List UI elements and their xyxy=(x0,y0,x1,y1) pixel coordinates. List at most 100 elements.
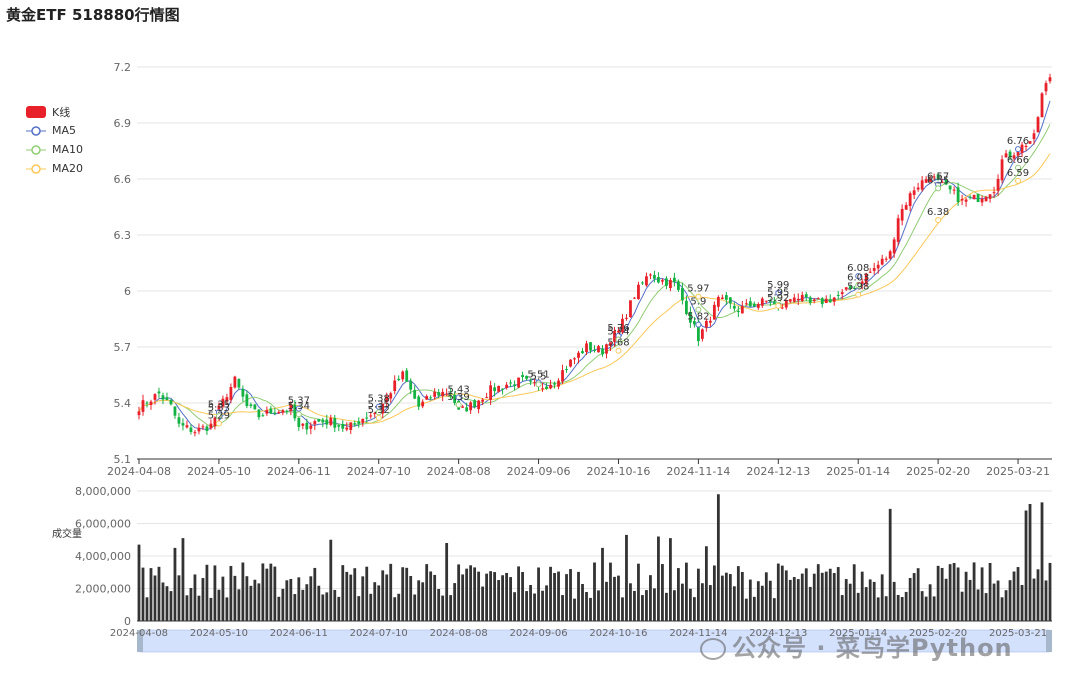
volume-bar xyxy=(816,564,820,621)
candle-body xyxy=(617,330,620,333)
price-grid xyxy=(137,66,1052,460)
ma-marker-label: 6.59 xyxy=(1007,168,1029,179)
volume-bar xyxy=(649,575,652,621)
volume-bar xyxy=(605,581,608,621)
volume-bar xyxy=(561,595,564,621)
volume-bar xyxy=(677,568,680,621)
volume-bar xyxy=(401,567,405,621)
volume-bar xyxy=(924,596,928,621)
candle-body xyxy=(677,281,680,290)
ma-marker-ma5 xyxy=(1015,146,1022,153)
candle-body xyxy=(944,180,948,185)
candle-body xyxy=(605,344,608,354)
ma-marker-label: 5.92 xyxy=(767,293,789,304)
candle-body xyxy=(824,298,828,303)
ma-marker-ma5 xyxy=(375,403,382,410)
candle-body xyxy=(936,174,940,180)
volume-bar xyxy=(696,568,700,621)
volume-bar xyxy=(872,581,876,621)
ma-marker-ma10 xyxy=(375,409,382,416)
slider-handle-left xyxy=(137,630,143,652)
legend-item-ma10[interactable]: MA10 xyxy=(26,140,83,159)
candle-body xyxy=(661,280,664,282)
volume-bar xyxy=(565,574,568,621)
candle-body xyxy=(149,401,153,405)
volume-bar xyxy=(932,596,936,621)
price-tick-label: 6.3 xyxy=(114,229,132,242)
volume-bar xyxy=(249,585,253,621)
volume-bar xyxy=(948,564,952,621)
volume-bar xyxy=(593,562,596,621)
slider-tick-label: 2024-04-08 xyxy=(110,628,168,639)
volume-bar xyxy=(445,543,449,621)
volume-bar xyxy=(545,585,548,621)
legend-label-ma20: MA20 xyxy=(52,162,84,175)
legend-item-ma20[interactable]: MA20 xyxy=(26,159,83,178)
volume-bar xyxy=(868,579,872,621)
legend-item-kline[interactable]: K线 xyxy=(26,102,83,121)
candle-body xyxy=(525,375,528,379)
candle-body xyxy=(888,251,892,259)
volume-bar xyxy=(984,593,988,621)
candle-body xyxy=(409,381,413,390)
volume-bar xyxy=(333,589,337,621)
volume-bar xyxy=(489,571,493,621)
candle-body xyxy=(784,300,788,308)
volume-bar xyxy=(529,585,532,621)
volume-bar xyxy=(433,574,437,621)
ma-marker-ma5 xyxy=(695,321,702,328)
volume-bar xyxy=(780,565,784,621)
candle-body xyxy=(700,329,704,339)
volume-bar xyxy=(864,587,868,621)
volume-bar xyxy=(453,583,457,621)
candle-body xyxy=(229,387,233,400)
volume-bar xyxy=(1020,584,1024,621)
volume-bar xyxy=(601,547,604,621)
volume-bar xyxy=(337,596,341,621)
ma-marker-label: 5.43 xyxy=(448,384,470,395)
candle-body xyxy=(313,421,317,425)
candle-body xyxy=(928,179,932,182)
volume-bar xyxy=(477,571,481,621)
candle-body xyxy=(141,400,145,412)
legend-item-ma5[interactable]: MA5 xyxy=(26,121,83,140)
volume-bar xyxy=(537,567,540,621)
volume-bar xyxy=(517,566,520,621)
candle-body xyxy=(585,343,588,353)
volume-bar xyxy=(916,568,920,621)
candle-body xyxy=(237,378,241,388)
volume-bar xyxy=(641,595,644,621)
volume-bar xyxy=(876,597,880,621)
candle-body xyxy=(277,411,281,414)
ma-marker-label: 6.76 xyxy=(1007,136,1029,147)
volume-bar xyxy=(760,585,764,621)
candle-body xyxy=(493,387,497,392)
candle-body xyxy=(892,239,896,254)
candle-body xyxy=(369,415,373,417)
candle-body xyxy=(385,396,389,402)
price-tick-label: 6 xyxy=(124,285,131,298)
candle-body xyxy=(681,288,684,301)
volume-bar xyxy=(976,589,980,621)
ma-marker-ma20 xyxy=(1015,177,1022,184)
volume-bar xyxy=(381,570,385,621)
candle-body xyxy=(289,404,293,411)
ma-marker-label: 5.82 xyxy=(687,312,709,323)
candle-body xyxy=(692,321,696,325)
volume-bar xyxy=(145,597,149,621)
volume-bar xyxy=(181,538,185,621)
volume-bar xyxy=(305,584,309,621)
ma-marker-label: 5.29 xyxy=(208,411,230,422)
candle-body xyxy=(1040,93,1044,118)
price-y-axis: 5.1 5.4 5.7 6 6.3 6.6 6.9 7.2 xyxy=(114,61,132,466)
ma-marker-ma5 xyxy=(775,289,782,296)
volume-bar xyxy=(173,547,177,621)
volume-bar xyxy=(1028,504,1032,621)
price-x-tick-label: 2024-06-11 xyxy=(267,465,331,478)
volume-bar xyxy=(217,589,221,621)
candle-body xyxy=(325,419,329,425)
candle-body xyxy=(956,187,960,203)
volume-bar xyxy=(848,583,852,621)
volume-bar xyxy=(748,579,752,621)
candle-body xyxy=(245,394,249,407)
